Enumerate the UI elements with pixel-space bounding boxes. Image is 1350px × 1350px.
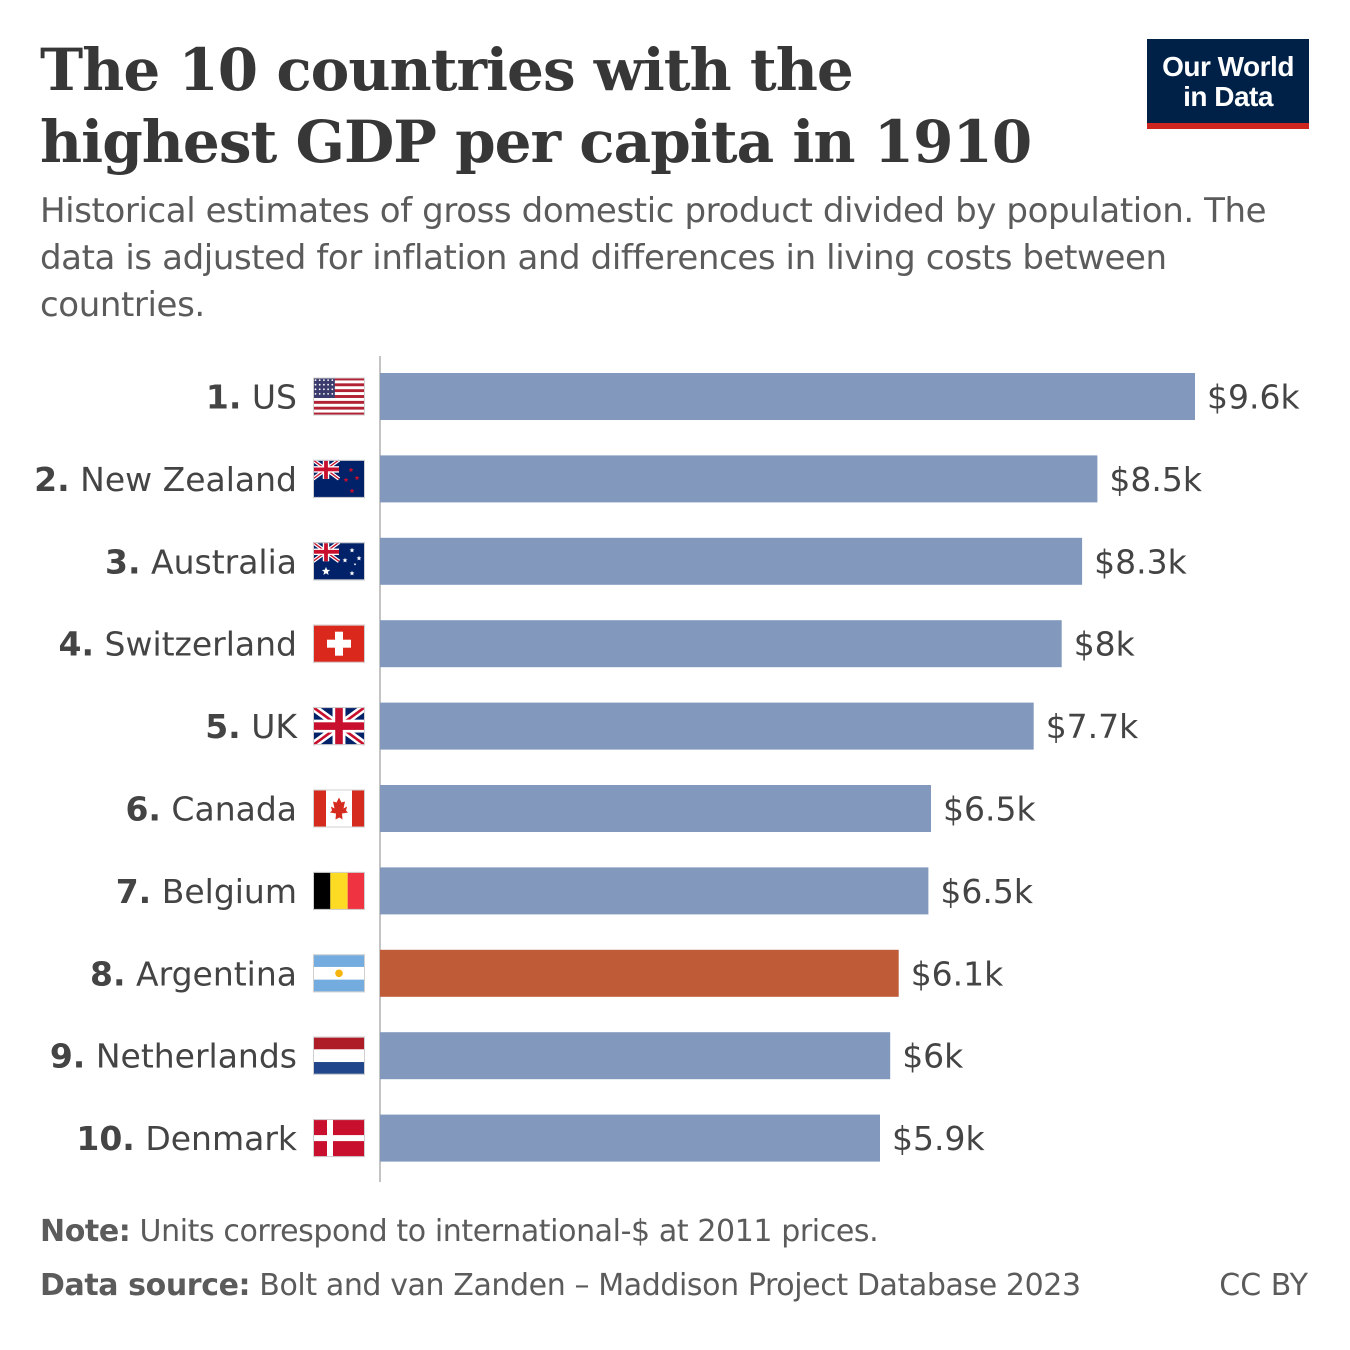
country-label: Denmark	[135, 1119, 298, 1158]
country-label: Argentina	[126, 954, 297, 993]
value-label: $5.9k	[892, 1119, 985, 1158]
note-label: Note:	[40, 1214, 131, 1249]
source-text: Bolt and van Zanden – Maddison Project D…	[250, 1268, 1081, 1303]
country-label: Canada	[161, 790, 297, 829]
value-label: $6.5k	[943, 790, 1036, 829]
bar-netherlands[interactable]	[380, 1032, 891, 1080]
bar-us[interactable]	[380, 373, 1195, 420]
country-label: UK	[241, 707, 299, 746]
source-label: Data source:	[40, 1268, 251, 1303]
rank-label: 5.	[205, 707, 241, 746]
flag-ca-icon	[313, 789, 365, 828]
data-source: Data source: Bolt and van Zanden – Maddi…	[40, 1268, 1081, 1303]
note-text: Units correspond to international-$ at 2…	[130, 1214, 879, 1249]
category-label: 8. Argentina	[90, 954, 297, 993]
rank-label: 8.	[90, 954, 126, 993]
category-label: 1. US	[206, 378, 297, 417]
owid-logo[interactable]: Our World in Data	[1147, 39, 1309, 129]
bar-australia[interactable]	[380, 537, 1083, 585]
category-label: 6. Canada	[125, 790, 297, 829]
flag-nz-icon	[313, 459, 365, 498]
flag-nl-icon	[313, 1036, 365, 1075]
bar-belgium[interactable]	[380, 867, 929, 915]
chart-title: The 10 countries with the highest GDP pe…	[40, 36, 1032, 176]
country-label: Switzerland	[94, 625, 297, 664]
flag-dk-icon	[313, 1119, 365, 1158]
flag-ar-icon	[313, 954, 365, 993]
flag-uk-icon	[313, 707, 365, 746]
value-label: $9.6k	[1207, 378, 1300, 417]
country-label: Australia	[141, 542, 297, 581]
bar-new-zealand[interactable]	[380, 455, 1098, 503]
rank-label: 10.	[76, 1119, 134, 1158]
bar-denmark[interactable]	[380, 1114, 880, 1162]
value-label: $6.5k	[940, 872, 1033, 911]
logo-line-1: Our World	[1162, 51, 1294, 82]
rank-label: 9.	[50, 1037, 86, 1076]
chart-subtitle: Historical estimates of gross domestic p…	[40, 191, 1267, 325]
value-label: $8k	[1074, 625, 1136, 664]
flag-au-icon	[313, 542, 365, 581]
chart-note: Note: Units correspond to international-…	[40, 1214, 879, 1249]
flag-ch-icon	[313, 624, 365, 663]
category-label: 10. Denmark	[76, 1119, 298, 1158]
logo-line-2: in Data	[1183, 81, 1273, 112]
category-label: 9. Netherlands	[50, 1037, 297, 1076]
bar-argentina[interactable]	[380, 949, 899, 997]
flag-be-icon	[313, 871, 365, 910]
value-label: $6.1k	[911, 954, 1004, 993]
country-label: Belgium	[151, 872, 297, 911]
category-label: 2. New Zealand	[34, 460, 297, 499]
value-label: $8.5k	[1109, 460, 1202, 499]
bar-switzerland[interactable]	[380, 620, 1062, 668]
rank-label: 1.	[206, 378, 242, 417]
bar-uk[interactable]	[380, 702, 1034, 750]
bar-chart: 1. US $9.6k 2. New Zealand $8.5k 3. Australi…	[34, 356, 1300, 1182]
rank-label: 4.	[59, 625, 95, 664]
country-label: New Zealand	[70, 460, 297, 499]
country-label: Netherlands	[85, 1037, 297, 1076]
flag-us-icon	[313, 377, 365, 416]
value-label: $6k	[902, 1037, 964, 1076]
bar-canada[interactable]	[380, 785, 931, 832]
value-label: $8.3k	[1094, 542, 1187, 581]
rank-label: 2.	[34, 460, 70, 499]
rank-label: 7.	[116, 872, 152, 911]
country-label: US	[241, 378, 297, 417]
category-label: 4. Switzerland	[59, 625, 297, 664]
rank-label: 3.	[105, 542, 141, 581]
category-label: 3. Australia	[105, 542, 297, 581]
license-label[interactable]: CC BY	[1219, 1268, 1308, 1303]
value-label: $7.7k	[1046, 707, 1139, 746]
category-label: 5. UK	[205, 707, 298, 746]
rank-label: 6.	[125, 790, 161, 829]
category-label: 7. Belgium	[116, 872, 297, 911]
